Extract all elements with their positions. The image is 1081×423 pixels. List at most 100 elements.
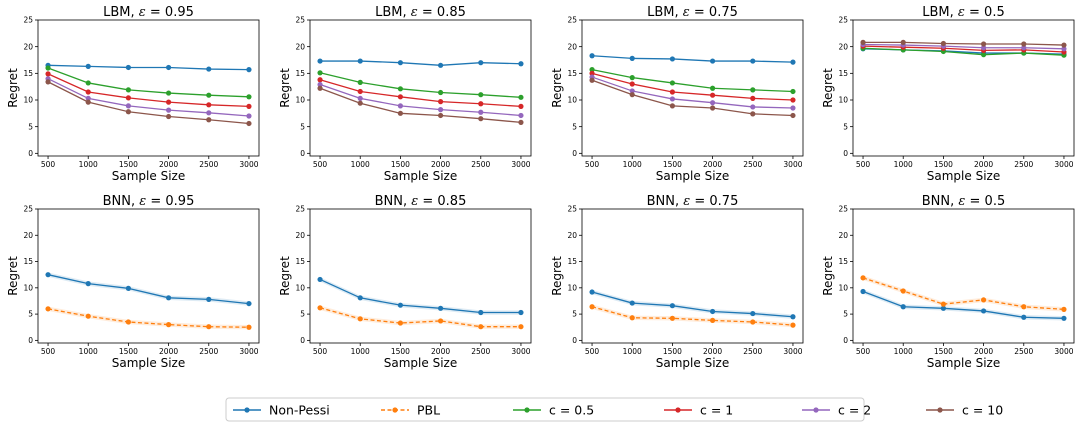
data-point bbox=[397, 110, 404, 116]
data-point bbox=[709, 85, 716, 91]
y-tick-label: 5 bbox=[28, 310, 33, 319]
x-axis-label: Sample Size bbox=[927, 169, 1000, 183]
series-band bbox=[320, 305, 521, 329]
data-point bbox=[709, 92, 716, 98]
y-axis-label: Regret bbox=[550, 68, 564, 108]
data-point bbox=[437, 89, 444, 96]
x-tick-label: 1500 bbox=[934, 160, 953, 169]
x-tick-label: 500 bbox=[856, 160, 871, 169]
subplot-6: BNN, ε = 0.85 0 5 10 15 20 25 500 1000 1500 2000 25… bbox=[278, 194, 532, 370]
data-point bbox=[85, 89, 91, 95]
series-line bbox=[319, 79, 521, 108]
y-tick-label: 25 bbox=[295, 205, 305, 214]
x-tick-label: 1500 bbox=[663, 347, 682, 356]
title-epsilon: ε bbox=[411, 194, 418, 209]
y-tick-label: 15 bbox=[567, 257, 577, 266]
data-point bbox=[246, 120, 252, 127]
legend-marker bbox=[524, 407, 530, 413]
x-axis-label: Sample Size bbox=[656, 356, 729, 370]
title-model: LBM, bbox=[375, 5, 411, 20]
series-line bbox=[47, 274, 250, 305]
data-point bbox=[357, 316, 363, 322]
subplot-4: LBM, ε = 0.5 0 5 10 15 20 25 500 1000 1500 2000 250… bbox=[821, 5, 1075, 183]
x-tick-label: 2500 bbox=[1014, 347, 1033, 356]
data-point bbox=[397, 60, 404, 66]
data-point bbox=[629, 55, 635, 62]
data-point bbox=[860, 288, 866, 295]
x-tick-label: 3000 bbox=[511, 347, 530, 356]
title-model: BNN, bbox=[103, 194, 140, 209]
series-line bbox=[591, 76, 793, 109]
x-axis-label: Sample Size bbox=[112, 356, 185, 370]
y-tick-label: 0 bbox=[843, 336, 848, 345]
x-tick-label: 1500 bbox=[391, 160, 410, 169]
title-eps-value: = 0.5 bbox=[965, 194, 1005, 209]
title-eps-value: = 0.85 bbox=[418, 194, 466, 209]
legend-label: PBL bbox=[417, 403, 440, 418]
data-point bbox=[750, 58, 756, 64]
axes-frame bbox=[309, 208, 532, 344]
data-point bbox=[85, 313, 91, 319]
data-point bbox=[790, 59, 796, 65]
y-axis-label: Regret bbox=[6, 68, 20, 108]
data-point bbox=[85, 95, 91, 101]
x-tick-label: 2500 bbox=[199, 347, 218, 356]
title-model: BNN, bbox=[647, 194, 684, 209]
subplot-title: BNN, ε = 0.5 bbox=[922, 194, 1005, 209]
series-band bbox=[863, 289, 1064, 321]
series-line bbox=[863, 43, 1064, 50]
legend-marker bbox=[937, 407, 943, 413]
data-point bbox=[246, 113, 252, 119]
data-point bbox=[246, 103, 252, 109]
legend-label: Non-Pessi bbox=[269, 403, 330, 418]
data-point bbox=[45, 306, 51, 312]
data-point bbox=[437, 62, 444, 68]
y-tick-label: 0 bbox=[300, 149, 305, 158]
data-point bbox=[246, 300, 252, 307]
y-tick-label: 15 bbox=[838, 69, 848, 78]
data-point bbox=[206, 92, 212, 98]
y-tick-label: 10 bbox=[567, 96, 577, 105]
subplot-1: LBM, ε = 0.95 0 5 10 15 20 25 500 1000 1500 2000 25… bbox=[6, 5, 260, 183]
data-point bbox=[246, 67, 252, 73]
y-tick-label: 15 bbox=[23, 257, 33, 266]
x-tick-label: 2000 bbox=[431, 160, 450, 169]
data-point bbox=[669, 103, 676, 109]
data-point bbox=[437, 112, 444, 119]
y-tick-label: 5 bbox=[572, 122, 577, 131]
x-tick-label: 2000 bbox=[431, 347, 450, 356]
x-tick-label: 2500 bbox=[743, 160, 762, 169]
data-point bbox=[629, 81, 635, 87]
data-point bbox=[518, 94, 524, 100]
x-tick-label: 500 bbox=[856, 347, 871, 356]
data-point bbox=[165, 107, 172, 113]
data-point bbox=[980, 41, 987, 47]
data-point bbox=[437, 99, 444, 105]
x-tick-label: 500 bbox=[585, 347, 600, 356]
data-point bbox=[246, 324, 252, 330]
data-point bbox=[860, 39, 866, 46]
title-epsilon: ε bbox=[958, 5, 965, 20]
data-point bbox=[317, 305, 323, 311]
series-line bbox=[591, 306, 794, 326]
data-point bbox=[589, 77, 595, 83]
data-point bbox=[357, 58, 363, 64]
data-point bbox=[478, 324, 484, 330]
x-tick-label: 3000 bbox=[1054, 347, 1073, 356]
x-tick-label: 500 bbox=[41, 347, 56, 356]
y-tick-label: 5 bbox=[300, 310, 305, 319]
series-line bbox=[862, 290, 1064, 319]
x-tick-label: 2000 bbox=[159, 160, 178, 169]
data-point bbox=[165, 99, 172, 105]
y-tick-label: 10 bbox=[295, 283, 305, 292]
data-point bbox=[669, 303, 676, 309]
data-point bbox=[750, 104, 756, 110]
subplot-8: BNN, ε = 0.5 0 5 10 15 20 25 500 1000 1500 2000 250… bbox=[821, 194, 1075, 370]
data-point bbox=[629, 92, 635, 98]
data-point bbox=[85, 80, 91, 86]
y-tick-label: 10 bbox=[838, 96, 848, 105]
y-tick-label: 20 bbox=[567, 42, 577, 51]
y-tick-label: 20 bbox=[23, 231, 33, 240]
data-point bbox=[397, 86, 404, 92]
series-line bbox=[47, 67, 249, 98]
